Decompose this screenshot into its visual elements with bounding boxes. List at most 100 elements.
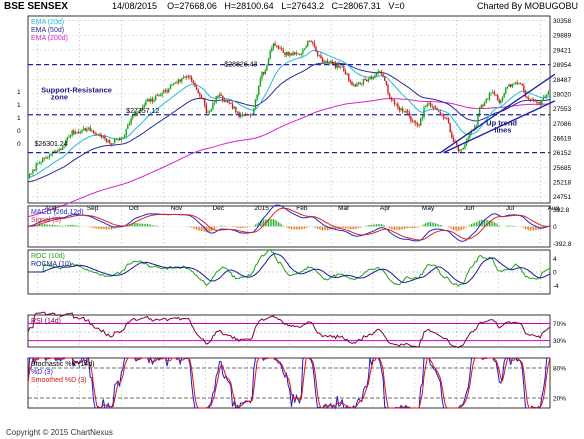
price-candle-body: [482, 104, 484, 107]
price-candle-body: [439, 111, 442, 114]
stochastic-y-tick-label: 80%: [553, 366, 566, 373]
price-candle-body: [549, 91, 551, 92]
price-candle-body: [374, 75, 376, 78]
price-candle-body: [433, 106, 435, 108]
price-candle-body: [241, 114, 244, 116]
price-candle-body: [546, 95, 548, 97]
price-candle-body: [53, 150, 55, 152]
price-y-tick-label: 29889: [553, 33, 571, 40]
price-candle-body: [168, 89, 170, 93]
price-candle-body: [531, 99, 533, 101]
price-candle-body: [91, 130, 93, 132]
price-candle-body: [177, 79, 180, 84]
price-candle-body: [43, 157, 46, 159]
price-candle-body: [37, 163, 39, 165]
price-candle-body: [442, 115, 445, 118]
price-candle-body: [271, 48, 273, 52]
price-candle-body: [207, 112, 209, 114]
price-candle-body: [84, 128, 86, 132]
price-candle-body: [523, 85, 525, 91]
x-tick-label: Feb: [296, 205, 308, 212]
price-candle-body: [308, 40, 311, 42]
price-annotation: Support-Resistance: [41, 86, 112, 95]
price-candle-body: [326, 60, 329, 64]
roc-y-tick-label: 0: [553, 270, 557, 277]
price-candle-body: [352, 84, 355, 86]
price-candle-body: [290, 53, 293, 56]
price-candle-body: [189, 75, 191, 78]
price-candle-body: [213, 102, 216, 104]
price-candle-body: [161, 93, 163, 96]
price-candle-body: [357, 82, 360, 85]
macd-legend-entry: Signal (9): [31, 217, 61, 224]
price-candle-body: [428, 102, 430, 104]
roc-legend-entry: ROCMA (10): [31, 261, 71, 268]
price-candle-body: [115, 139, 118, 140]
price-candle-body: [194, 83, 196, 87]
price-candle-body: [400, 108, 402, 111]
price-legend-entry: EMA (20d): [31, 19, 64, 26]
price-candle-body: [385, 80, 388, 85]
price-candle-body: [415, 122, 417, 124]
ema200-line: [27, 98, 551, 218]
price-candle-body: [120, 138, 122, 141]
price-candle-body: [475, 124, 478, 127]
price-candle-body: [542, 97, 545, 101]
price-candle-body: [420, 118, 422, 126]
price-candle-body: [398, 107, 401, 111]
price-y-tick-label: 26619: [553, 135, 571, 142]
ema50-line: [27, 62, 551, 183]
price-candle-body: [104, 135, 106, 139]
price-candle-body: [413, 122, 415, 123]
price-candle-body: [254, 99, 257, 110]
price-candle-body: [284, 52, 286, 56]
price-candle-body: [76, 132, 78, 133]
x-tick-label: Apr: [380, 205, 391, 212]
price-candle-body: [408, 112, 410, 116]
price-candle-body: [171, 84, 173, 86]
price-candle-body: [388, 93, 391, 98]
rsi-y-tick-label: 70%: [553, 321, 566, 328]
price-candle-body: [179, 79, 181, 82]
price-candle-body: [96, 134, 98, 136]
price-candle-body: [122, 137, 124, 139]
price-candle-body: [495, 94, 497, 96]
price-candle-body: [397, 103, 399, 108]
price-candle-body: [218, 94, 221, 97]
price-candle-body: [222, 95, 224, 101]
price-candle-body: [300, 53, 302, 55]
price-candle-body: [421, 117, 424, 119]
price-candle-body: [298, 53, 301, 55]
price-candle-body: [328, 62, 330, 64]
price-candle-body: [318, 55, 320, 56]
price-candle-body: [541, 100, 543, 105]
price-annotation: $27357.12: [126, 108, 159, 115]
price-candle-body: [262, 71, 265, 74]
price-candle-body: [200, 95, 203, 99]
price-candle-body: [547, 91, 550, 96]
price-candle-body: [305, 46, 307, 49]
macd-y-tick-label: 0: [553, 224, 557, 231]
price-candle-body: [156, 95, 158, 96]
price-candle-body: [492, 92, 494, 93]
price-candle-body: [364, 79, 366, 80]
price-y-tick-label: 25685: [553, 165, 571, 172]
price-candle-body: [390, 97, 392, 101]
price-candle-body: [339, 67, 342, 68]
price-candle-body: [226, 101, 229, 103]
price-y-tick-label: 28020: [553, 91, 571, 98]
x-tick-label: Nov: [171, 205, 183, 212]
price-candle-body: [68, 136, 70, 138]
price-candle-body: [307, 40, 309, 47]
price-candle-body: [58, 149, 60, 152]
price-candle-body: [253, 109, 255, 115]
price-candle-body: [516, 82, 518, 84]
price-candle-body: [526, 97, 528, 98]
x-tick-label: Aug: [45, 205, 57, 212]
price-candle-body: [444, 117, 446, 119]
price-candle-body: [136, 113, 139, 115]
rsi-y-tick-label: 30%: [553, 338, 566, 345]
left-axis-label: 0: [17, 128, 21, 135]
price-candle-body: [99, 134, 101, 137]
price-candle-body: [544, 96, 546, 98]
